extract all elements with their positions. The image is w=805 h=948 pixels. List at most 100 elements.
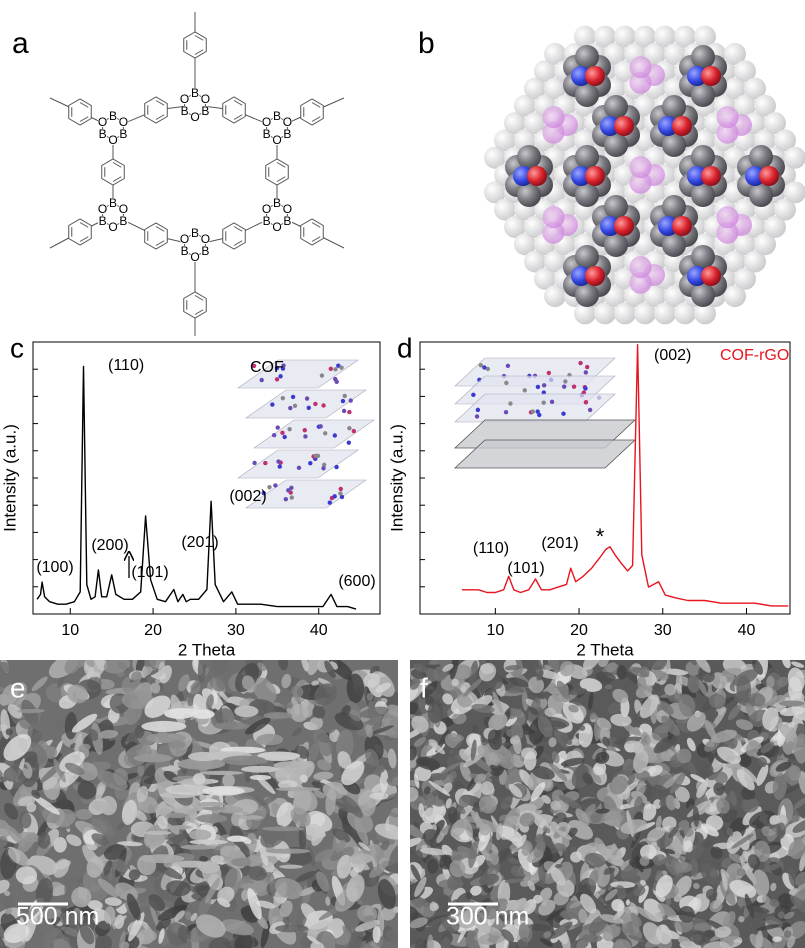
inset-atom: [504, 380, 509, 386]
sem-flake: [524, 751, 537, 771]
sem-flake: [533, 841, 546, 858]
sem-flake: [518, 922, 533, 943]
sem-flake: [726, 831, 743, 854]
boron-sphere: [571, 166, 591, 186]
atom-sphere: [524, 77, 546, 100]
sem-flake: [0, 835, 8, 848]
sem-crystal: [196, 801, 226, 807]
sem-flake: [722, 911, 736, 929]
sem-flake: [174, 910, 185, 922]
carbon-sphere: [604, 95, 628, 119]
sem-flake: [217, 886, 235, 904]
inset-atom: [327, 500, 333, 505]
sem-flake: [309, 716, 323, 731]
boron-sphere: [658, 116, 678, 136]
sem-flake: [669, 772, 686, 794]
sem-flake: [742, 798, 760, 813]
sem-crystal: [202, 806, 227, 811]
sem-flake: [517, 848, 536, 873]
sem-flake: [769, 898, 780, 908]
x-axis-label: 2 Theta: [178, 640, 236, 659]
sem-flake: [411, 715, 429, 733]
sem-flake: [597, 660, 609, 668]
atom-bg: [200, 106, 211, 116]
sem-flake: [104, 897, 122, 906]
sem-flake: [458, 795, 471, 808]
peak-annotation: (201): [541, 535, 578, 552]
atom-bg: [282, 216, 293, 226]
sem-flake: [369, 725, 394, 736]
double-bond: [311, 116, 321, 122]
sem-flake: [98, 729, 119, 739]
sem-flake: [595, 671, 616, 682]
sem-flake: [279, 900, 293, 918]
sem-flake: [113, 859, 129, 873]
atom-sphere: [594, 25, 616, 48]
sem-flake: [158, 904, 188, 921]
sem-flake: [136, 785, 149, 803]
sem-flake: [728, 704, 742, 721]
sem-flake: [714, 926, 732, 938]
sem-flake: [742, 806, 762, 826]
pore-sphere: [629, 171, 652, 194]
sem-flake: [108, 728, 132, 741]
sem-flake: [630, 727, 641, 736]
sem-flake: [436, 832, 445, 844]
series-name: COF-rGO: [720, 347, 789, 364]
atom-bg: [282, 117, 293, 127]
sem-flake: [281, 673, 292, 689]
sem-crystal: [210, 855, 224, 863]
inset-atom: [333, 367, 338, 372]
sem-flake: [539, 887, 553, 902]
sem-flake: [492, 691, 503, 714]
sem-flake: [445, 798, 452, 809]
sem-flake: [527, 923, 551, 931]
sem-flake: [661, 772, 684, 790]
sem-flake: [776, 822, 786, 839]
sem-flake: [441, 917, 460, 932]
sem-flake: [653, 854, 666, 866]
sem-flake: [657, 903, 677, 918]
sem-flake: [348, 926, 364, 948]
inset-atom: [578, 360, 583, 366]
sem-flake: [148, 894, 166, 912]
pore-sphere: [629, 56, 652, 79]
sem-flake: [660, 701, 674, 715]
sem-flake: [19, 811, 32, 829]
sem-flake: [653, 683, 662, 692]
sem-flake: [790, 895, 805, 915]
sem-flake: [388, 844, 398, 878]
sem-flake: [639, 694, 660, 719]
sem-flake: [354, 919, 380, 932]
sem-flake: [783, 911, 795, 920]
pore-sphere: [542, 206, 565, 229]
sem-flake: [386, 775, 398, 787]
atom-sphere: [634, 233, 656, 256]
sem-flake: [536, 749, 560, 766]
atom-bg: [108, 135, 118, 145]
atom-sphere: [634, 94, 656, 117]
sem-flake: [466, 690, 479, 704]
sem-flake: [570, 939, 589, 948]
sem-flake: [738, 753, 752, 768]
sem-flake: [437, 894, 453, 912]
atom-sphere: [674, 25, 696, 48]
sem-flake: [668, 825, 680, 839]
sem-flake: [427, 858, 439, 874]
sem-flake: [507, 709, 523, 720]
sem-flake: [519, 812, 535, 827]
atom-sphere: [734, 233, 756, 256]
sem-crystal: [228, 850, 243, 860]
sem-flake: [762, 707, 779, 731]
sem-flake: [466, 733, 481, 748]
atom-sphere: [664, 42, 686, 65]
sem-flake: [602, 736, 611, 747]
sem-flake: [121, 690, 154, 710]
sem-flake: [661, 668, 689, 676]
sem-flake: [462, 677, 483, 697]
oxygen-sphere: [614, 116, 634, 136]
atom-bg: [261, 129, 272, 139]
sem-flake: [735, 719, 754, 731]
sem-flake: [379, 764, 385, 773]
sem-flake: [342, 795, 363, 818]
